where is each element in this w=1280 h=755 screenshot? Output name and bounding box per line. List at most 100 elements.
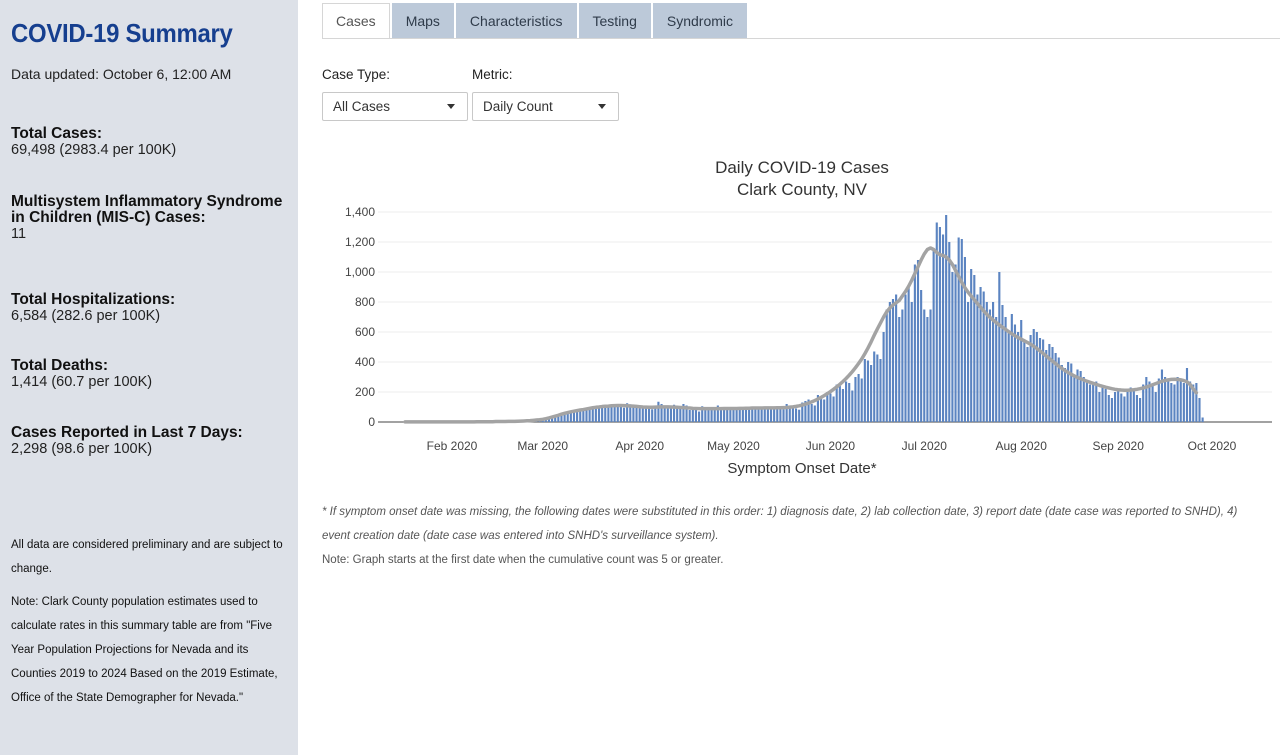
bar [904,294,907,422]
bar [557,414,560,422]
metric-select[interactable]: Daily Count [472,92,619,121]
bar [879,359,882,422]
bar [870,365,873,422]
bar [657,401,660,422]
x-tick-label: Aug 2020 [996,439,1048,453]
x-tick-label: Oct 2020 [1188,439,1237,453]
bar [960,239,963,422]
bar [1051,347,1054,422]
bar [594,407,597,422]
bar [785,404,788,422]
tab-bar: Cases Maps Characteristics Testing Syndr… [322,3,749,39]
chevron-down-icon [447,104,455,109]
chevron-down-icon [598,104,606,109]
bar [1054,353,1057,422]
bar [688,410,691,422]
footnote-asterisk: * If symptom onset date was missing, the… [322,500,1262,548]
bar [1142,384,1145,422]
preliminary-note: All data are considered preliminary and … [11,539,283,575]
x-tick-label: Sep 2020 [1093,439,1145,453]
y-tick-label: 1,200 [345,235,375,249]
tab-maps[interactable]: Maps [391,3,454,39]
bar [1020,320,1023,422]
y-tick-label: 1,400 [345,205,375,219]
bar [629,404,632,422]
bar [676,407,679,422]
bar [1110,398,1113,422]
y-tick-label: 600 [355,325,375,339]
bar [816,395,819,422]
tab-cases[interactable]: Cases [322,3,390,39]
bar [1098,392,1101,422]
stat-total-hospitalizations: Total Hospitalizations: 6,584 (282.6 per… [11,291,287,325]
bar [1085,380,1088,422]
bar [1076,369,1079,422]
bar [698,411,701,422]
case-type-label: Case Type: [322,67,391,82]
bar [926,317,929,422]
chart-title: Daily COVID-19 Cases [715,158,889,177]
bar [1189,381,1192,422]
bar [910,302,913,422]
bar [719,410,723,422]
footnote-asterisk-text: * If symptom onset date was missing, the… [322,506,1238,542]
y-tick-label: 800 [355,295,375,309]
bar [716,405,719,422]
stat-value: 69,498 (2983.4 per 100K) [11,142,177,158]
tab-characteristics[interactable]: Characteristics [455,3,577,39]
bar [923,309,926,422]
bar [632,405,635,422]
bar [873,351,876,422]
bar [998,272,1001,422]
stat-label: Total Hospitalizations: [11,291,176,308]
bar [895,294,898,422]
bar [854,377,857,422]
bar [691,407,694,422]
bar [660,404,663,422]
bar [888,302,891,422]
stat-label: Cases Reported in Last 7 Days: [11,424,243,441]
bar [1042,339,1045,422]
bar [1107,395,1110,422]
bar [791,405,794,422]
bar [554,415,557,422]
bar [663,405,666,422]
bar [704,408,707,422]
bar [1120,393,1123,422]
bar [741,407,744,422]
x-tick-label: Apr 2020 [615,439,664,453]
bar [682,404,685,422]
bar [863,359,866,422]
bar [707,409,710,422]
bar [938,227,941,422]
bar [951,272,954,422]
bar [679,408,682,422]
bar [1195,383,1198,422]
bar [1160,369,1164,422]
y-tick-label: 400 [355,355,375,369]
bar [641,407,644,422]
bar [607,407,610,422]
bar [1151,384,1154,422]
bar [1001,305,1004,422]
bar [1004,317,1007,422]
stat-value: 2,298 (98.6 per 100K) [11,441,153,457]
tab-testing[interactable]: Testing [578,3,651,39]
stat-value: 6,584 (282.6 per 100K) [11,308,161,324]
bar [1154,392,1157,422]
bar [773,407,776,422]
bar [1092,383,1095,422]
bar [804,401,807,422]
bar [979,287,982,422]
case-type-select[interactable]: All Cases [322,92,468,121]
bar [1157,378,1160,422]
bar [582,409,585,422]
bar [988,309,992,422]
bar [1167,380,1170,422]
x-tick-label: Feb 2020 [427,439,478,453]
y-tick-label: 0 [368,415,375,429]
tab-syndromic[interactable]: Syndromic [652,3,748,39]
bar [635,407,638,422]
bar [776,407,779,422]
bar [857,374,860,422]
